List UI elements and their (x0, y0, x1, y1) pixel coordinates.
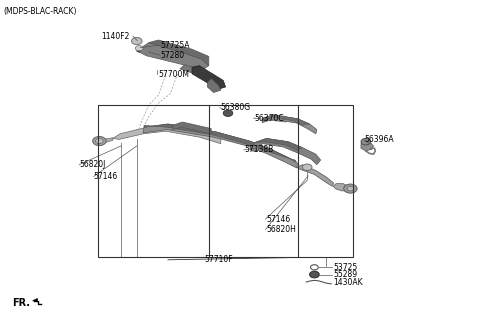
Text: (MDPS-BLAC-RACK): (MDPS-BLAC-RACK) (4, 7, 77, 16)
Polygon shape (180, 65, 211, 83)
Polygon shape (297, 165, 334, 186)
Polygon shape (254, 138, 302, 150)
Bar (98, 105, 353, 257)
Polygon shape (33, 298, 37, 301)
Polygon shape (361, 141, 373, 151)
Polygon shape (149, 40, 209, 66)
Circle shape (344, 184, 357, 193)
Text: 56370C: 56370C (254, 113, 284, 123)
Polygon shape (333, 184, 350, 191)
Text: 57710F: 57710F (204, 255, 233, 264)
Polygon shape (143, 124, 298, 168)
Circle shape (223, 110, 233, 116)
Text: 53725: 53725 (334, 263, 358, 272)
Text: 55289: 55289 (334, 270, 358, 279)
Circle shape (361, 138, 371, 145)
Text: FR.: FR. (12, 298, 30, 308)
Text: 1430AK: 1430AK (334, 278, 363, 287)
Circle shape (93, 136, 106, 146)
Text: 56820H: 56820H (266, 225, 296, 234)
Polygon shape (173, 122, 211, 134)
Polygon shape (100, 138, 113, 143)
Text: 1140F2: 1140F2 (101, 31, 130, 41)
Text: 57700M: 57700M (158, 70, 190, 79)
Polygon shape (262, 115, 317, 134)
Text: 56380G: 56380G (221, 103, 251, 112)
Polygon shape (137, 43, 209, 71)
Polygon shape (113, 125, 221, 144)
Polygon shape (253, 138, 321, 165)
Polygon shape (144, 124, 297, 162)
Text: 57725A: 57725A (161, 41, 190, 50)
Circle shape (132, 37, 142, 45)
Circle shape (302, 164, 312, 171)
Circle shape (135, 46, 143, 51)
Polygon shape (207, 79, 221, 92)
Text: 57280: 57280 (161, 51, 185, 60)
Circle shape (250, 145, 259, 151)
Polygon shape (263, 115, 310, 125)
Circle shape (310, 271, 319, 278)
Polygon shape (137, 48, 143, 52)
Circle shape (96, 138, 103, 144)
Circle shape (347, 186, 354, 191)
Text: 56820J: 56820J (79, 160, 106, 169)
Text: 57146: 57146 (266, 215, 291, 224)
Polygon shape (192, 66, 226, 89)
Text: 56396A: 56396A (365, 135, 395, 144)
Text: 57138B: 57138B (245, 145, 274, 154)
Text: 57146: 57146 (94, 172, 118, 181)
